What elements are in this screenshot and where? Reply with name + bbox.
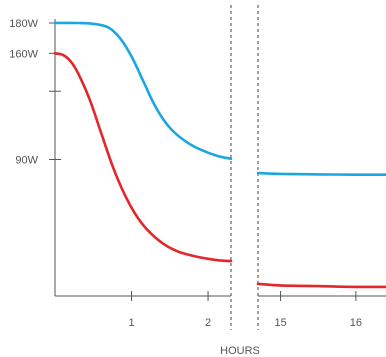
x-tick-label: 16 bbox=[350, 317, 362, 329]
series-layer bbox=[53, 21, 386, 289]
series-line-2-right bbox=[256, 282, 386, 289]
x-tick-label: 1 bbox=[128, 317, 134, 329]
y-tick-label: 90W bbox=[15, 155, 38, 167]
series-line-2-left bbox=[53, 52, 233, 263]
y-tick-label: 180W bbox=[9, 18, 38, 30]
y-tick-label: 160W bbox=[9, 48, 38, 60]
series-line-1-right bbox=[256, 171, 386, 176]
labels: 180W 160W 90W 1 2 15 16 HOURS bbox=[9, 18, 362, 357]
x-tick-label: 2 bbox=[205, 317, 211, 329]
x-tick-label: 15 bbox=[274, 317, 286, 329]
x-axis-title: HOURS bbox=[220, 345, 260, 357]
series-line-1-left bbox=[53, 21, 233, 160]
axes bbox=[49, 5, 386, 330]
